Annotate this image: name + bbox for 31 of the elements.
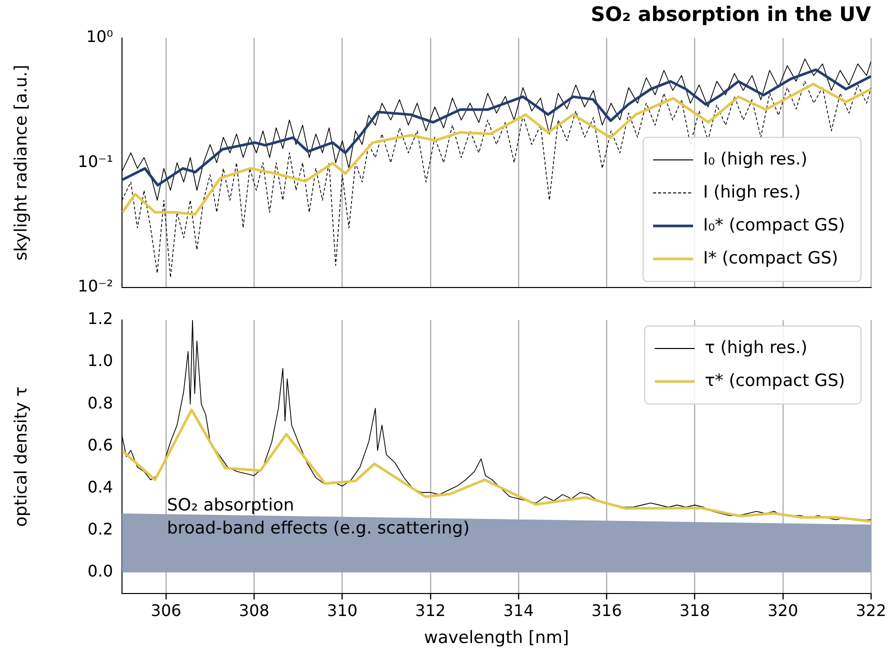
y-tick-label: 10⁰ [86, 27, 113, 46]
x-tick-label: 316 [591, 601, 622, 620]
y-tick-label: 10⁻¹ [78, 152, 113, 171]
legend-label: I₀* (compact GS) [703, 215, 846, 236]
legend-label: τ (high res.) [704, 338, 808, 358]
x-tick-label: 322 [856, 601, 886, 620]
x-tick-label: 308 [238, 601, 270, 620]
y-tick-label: 0.0 [88, 562, 113, 581]
y-tick-label: 10⁻² [78, 276, 113, 296]
x-tick-label: 320 [768, 601, 798, 620]
legend-label: τ* (compact GS) [704, 370, 846, 391]
x-tick-label: 312 [415, 601, 446, 620]
x-tick-label: 306 [150, 601, 182, 620]
y-axis-title: optical density τ [12, 386, 32, 527]
y-tick-label: 1.2 [88, 309, 113, 328]
y-tick-label: 0.4 [88, 477, 113, 496]
legend-label: I₀ (high res.) [703, 149, 808, 170]
x-axis-title: wavelength [nm] [424, 628, 570, 648]
annotation: SO₂ absorption [166, 495, 294, 516]
x-tick-label: 314 [503, 601, 534, 620]
chart-title: SO₂ absorption in the UV [590, 2, 872, 26]
annotation: broad-band effects (e.g. scattering) [166, 518, 470, 539]
y-tick-label: 1.0 [88, 351, 113, 370]
legend-label: I (high res.) [703, 182, 801, 202]
y-tick-label: 0.2 [88, 519, 113, 538]
x-tick-label: 318 [679, 601, 710, 620]
legend-label: I* (compact GS) [703, 248, 838, 268]
x-tick-label: 310 [327, 601, 358, 620]
y-tick-label: 0.8 [88, 393, 113, 412]
y-tick-label: 0.6 [88, 435, 113, 454]
y-axis-title: skylight radiance [a.u.] [12, 64, 32, 261]
